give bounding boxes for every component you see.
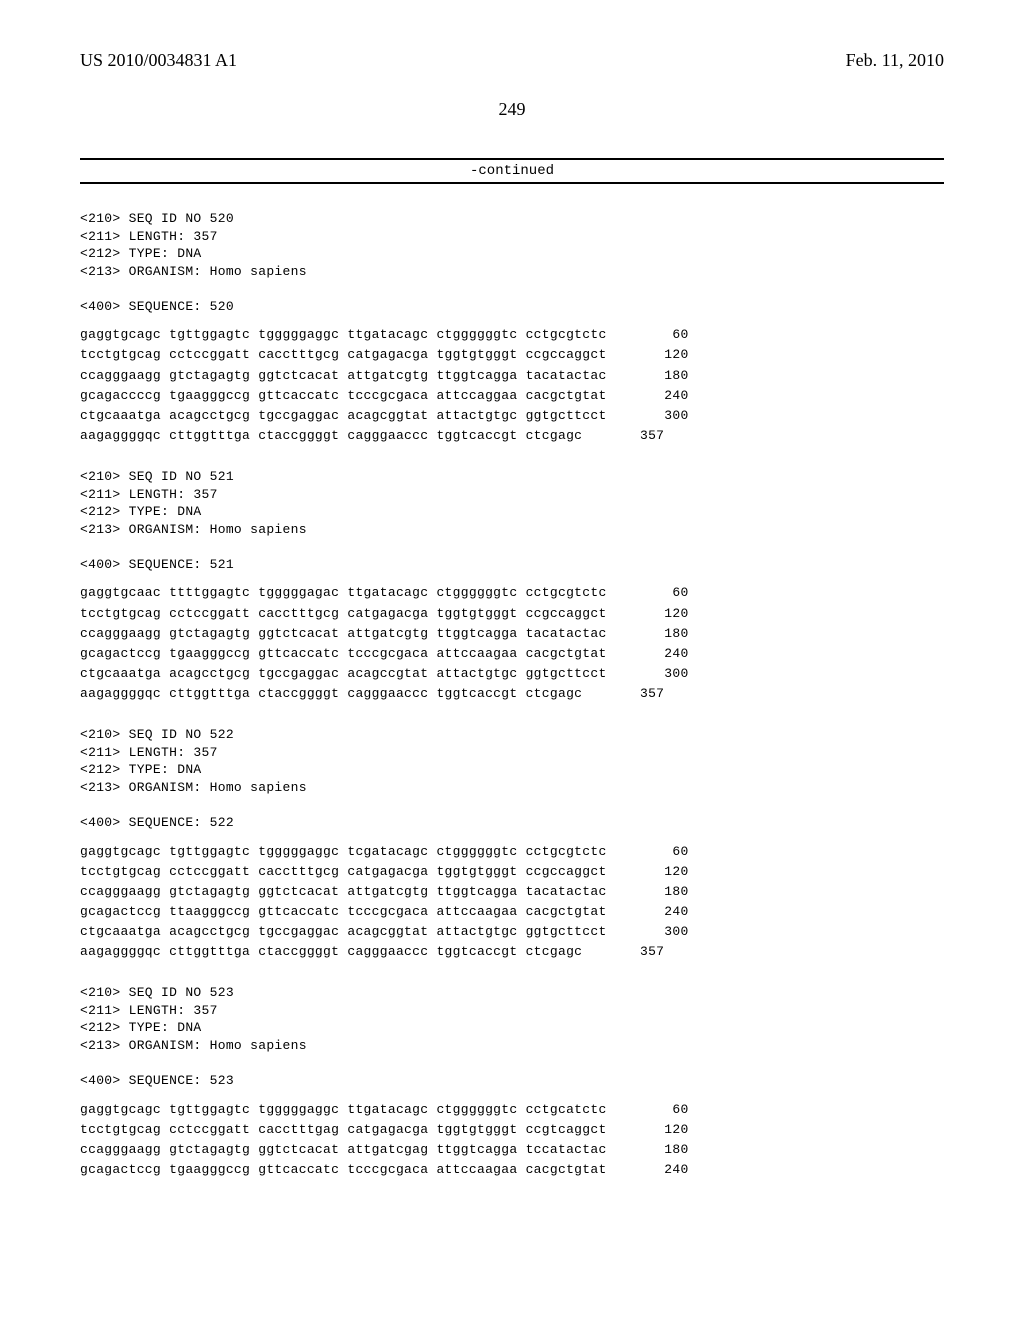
sequence-line: ccagggaagg gtctagagtg ggtctcacat attgatc… xyxy=(80,882,944,902)
sequence-line: ccagggaagg gtctagagtg ggtctcacat attgatc… xyxy=(80,1140,944,1160)
page-number: 249 xyxy=(80,99,944,120)
sequence-position: 240 xyxy=(633,1160,689,1180)
sequence-line: gcagaccccg tgaagggccg gttcaccatc tcccgcg… xyxy=(80,386,944,406)
page-header: US 2010/0034831 A1 Feb. 11, 2010 xyxy=(80,50,944,71)
sequence-position: 300 xyxy=(633,406,689,426)
sequence-block: gaggtgcaac ttttggagtc tgggggagac ttgatac… xyxy=(80,583,944,704)
sequence-position: 240 xyxy=(633,386,689,406)
sequence-text: tcctgtgcag cctccggatt cacctttgag catgaga… xyxy=(80,1120,607,1140)
sequence-block: gaggtgcagc tgttggagtc tgggggaggc ttgatac… xyxy=(80,325,944,446)
sequence-position: 300 xyxy=(633,922,689,942)
sequence-line: tcctgtgcag cctccggatt cacctttgcg catgaga… xyxy=(80,345,944,365)
page: US 2010/0034831 A1 Feb. 11, 2010 249 -co… xyxy=(0,0,1024,1320)
sequence-text: aagaggggqc cttggtttga ctaccggggt cagggaa… xyxy=(80,942,582,962)
publication-date: Feb. 11, 2010 xyxy=(846,50,944,71)
sequence-meta: <210> SEQ ID NO 523 <211> LENGTH: 357 <2… xyxy=(80,984,944,1089)
sequence-block: gaggtgcagc tgttggagtc tgggggaggc ttgatac… xyxy=(80,1100,944,1181)
sequence-text: tcctgtgcag cctccggatt cacctttgcg catgaga… xyxy=(80,862,607,882)
sequence-line: gcagactccg tgaagggccg gttcaccatc tcccgcg… xyxy=(80,644,944,664)
sequence-text: gaggtgcagc tgttggagtc tgggggaggc ttgatac… xyxy=(80,1100,607,1120)
sequence-line: tcctgtgcag cctccggatt cacctttgcg catgaga… xyxy=(80,862,944,882)
sequence-position: 60 xyxy=(633,325,689,345)
sequence-line: ctgcaaatga acagcctgcg tgccgaggac acagccg… xyxy=(80,664,944,684)
sequence-position: 120 xyxy=(633,862,689,882)
sequence-text: gcagactccg ttaagggccg gttcaccatc tcccgcg… xyxy=(80,902,607,922)
sequence-line: ccagggaagg gtctagagtg ggtctcacat attgatc… xyxy=(80,366,944,386)
sequence-text: ccagggaagg gtctagagtg ggtctcacat attgatc… xyxy=(80,624,607,644)
sequence-position: 240 xyxy=(633,902,689,922)
sequence-text: ccagggaagg gtctagagtg ggtctcacat attgatc… xyxy=(80,882,607,902)
sequence-text: gaggtgcaac ttttggagtc tgggggagac ttgatac… xyxy=(80,583,607,603)
sequence-position: 300 xyxy=(633,664,689,684)
sequence-text: tcctgtgcag cctccggatt cacctttgcg catgaga… xyxy=(80,345,607,365)
continued-label: -continued xyxy=(80,158,944,184)
sequence-line: gcagactccg tgaagggccg gttcaccatc tcccgcg… xyxy=(80,1160,944,1180)
sequence-meta: <210> SEQ ID NO 522 <211> LENGTH: 357 <2… xyxy=(80,726,944,831)
sequence-position: 60 xyxy=(633,1100,689,1120)
sequence-text: ctgcaaatga acagcctgcg tgccgaggac acagccg… xyxy=(80,664,607,684)
sequence-position: 357 xyxy=(608,426,664,446)
sequence-line: gaggtgcagc tgttggagtc tgggggaggc tcgatac… xyxy=(80,842,944,862)
sequence-text: ctgcaaatga acagcctgcg tgccgaggac acagcgg… xyxy=(80,406,607,426)
sequence-text: ctgcaaatga acagcctgcg tgccgaggac acagcgg… xyxy=(80,922,607,942)
sequence-line: gaggtgcaac ttttggagtc tgggggagac ttgatac… xyxy=(80,583,944,603)
sequence-position: 240 xyxy=(633,644,689,664)
sequence-line: ctgcaaatga acagcctgcg tgccgaggac acagcgg… xyxy=(80,406,944,426)
sequence-line: tcctgtgcag cctccggatt cacctttgag catgaga… xyxy=(80,1120,944,1140)
sequence-text: tcctgtgcag cctccggatt cacctttgcg catgaga… xyxy=(80,604,607,624)
sequence-text: gcagactccg tgaagggccg gttcaccatc tcccgcg… xyxy=(80,644,607,664)
sequence-text: ccagggaagg gtctagagtg ggtctcacat attgatc… xyxy=(80,1140,607,1160)
sequence-text: gcagaccccg tgaagggccg gttcaccatc tcccgcg… xyxy=(80,386,607,406)
sequence-text: aagaggggqc cttggtttga ctaccggggt cagggaa… xyxy=(80,684,582,704)
sequence-line: aagaggggqc cttggtttga ctaccggggt cagggaa… xyxy=(80,684,944,704)
sequence-block: gaggtgcagc tgttggagtc tgggggaggc tcgatac… xyxy=(80,842,944,963)
sequence-text: ccagggaagg gtctagagtg ggtctcacat attgatc… xyxy=(80,366,607,386)
sequence-listing: <210> SEQ ID NO 520 <211> LENGTH: 357 <2… xyxy=(80,210,944,1180)
sequence-position: 180 xyxy=(633,882,689,902)
sequence-text: gaggtgcagc tgttggagtc tgggggaggc ttgatac… xyxy=(80,325,607,345)
sequence-text: gaggtgcagc tgttggagtc tgggggaggc tcgatac… xyxy=(80,842,607,862)
sequence-position: 60 xyxy=(633,842,689,862)
sequence-line: ccagggaagg gtctagagtg ggtctcacat attgatc… xyxy=(80,624,944,644)
sequence-line: tcctgtgcag cctccggatt cacctttgcg catgaga… xyxy=(80,604,944,624)
sequence-line: gcagactccg ttaagggccg gttcaccatc tcccgcg… xyxy=(80,902,944,922)
sequence-line: aagaggggqc cttggtttga ctaccggggt cagggaa… xyxy=(80,426,944,446)
sequence-line: aagaggggqc cttggtttga ctaccggggt cagggaa… xyxy=(80,942,944,962)
sequence-line: gaggtgcagc tgttggagtc tgggggaggc ttgatac… xyxy=(80,325,944,345)
sequence-line: ctgcaaatga acagcctgcg tgccgaggac acagcgg… xyxy=(80,922,944,942)
sequence-position: 180 xyxy=(633,624,689,644)
sequence-meta: <210> SEQ ID NO 520 <211> LENGTH: 357 <2… xyxy=(80,210,944,315)
sequence-position: 357 xyxy=(608,684,664,704)
sequence-text: gcagactccg tgaagggccg gttcaccatc tcccgcg… xyxy=(80,1160,607,1180)
publication-number: US 2010/0034831 A1 xyxy=(80,50,237,71)
sequence-text: aagaggggqc cttggtttga ctaccggggt cagggaa… xyxy=(80,426,582,446)
sequence-position: 180 xyxy=(633,366,689,386)
sequence-position: 120 xyxy=(633,1120,689,1140)
sequence-position: 120 xyxy=(633,604,689,624)
sequence-position: 357 xyxy=(608,942,664,962)
sequence-position: 60 xyxy=(633,583,689,603)
sequence-meta: <210> SEQ ID NO 521 <211> LENGTH: 357 <2… xyxy=(80,468,944,573)
sequence-line: gaggtgcagc tgttggagtc tgggggaggc ttgatac… xyxy=(80,1100,944,1120)
sequence-position: 120 xyxy=(633,345,689,365)
sequence-position: 180 xyxy=(633,1140,689,1160)
